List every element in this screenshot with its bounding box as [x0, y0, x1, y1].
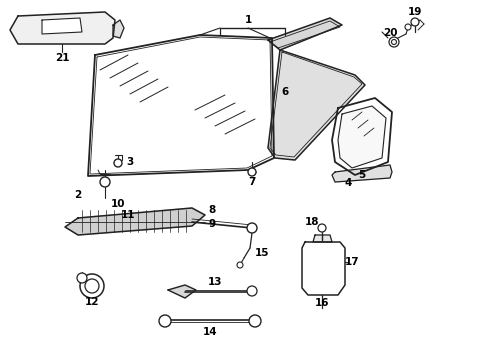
- Polygon shape: [88, 35, 274, 176]
- Circle shape: [389, 37, 399, 47]
- Polygon shape: [65, 208, 205, 235]
- Text: 9: 9: [208, 219, 216, 229]
- Circle shape: [100, 177, 110, 187]
- Text: 6: 6: [281, 87, 289, 97]
- Text: 4: 4: [344, 178, 352, 188]
- Polygon shape: [113, 20, 124, 38]
- Text: 16: 16: [315, 298, 329, 308]
- Polygon shape: [332, 98, 392, 175]
- Circle shape: [237, 262, 243, 268]
- Text: 13: 13: [208, 277, 222, 287]
- Text: 7: 7: [248, 177, 256, 187]
- Text: 5: 5: [358, 170, 366, 180]
- Circle shape: [77, 273, 87, 283]
- Circle shape: [411, 18, 419, 26]
- Circle shape: [85, 279, 99, 293]
- Polygon shape: [268, 18, 342, 50]
- Polygon shape: [332, 165, 392, 182]
- Polygon shape: [302, 242, 345, 295]
- Text: 8: 8: [208, 205, 216, 215]
- Text: 14: 14: [203, 327, 217, 337]
- Circle shape: [392, 40, 396, 45]
- Polygon shape: [168, 285, 196, 298]
- Polygon shape: [10, 12, 115, 44]
- Polygon shape: [338, 106, 386, 168]
- Text: 12: 12: [85, 297, 99, 307]
- Text: 20: 20: [383, 28, 397, 38]
- Circle shape: [247, 286, 257, 296]
- Circle shape: [249, 315, 261, 327]
- Text: 2: 2: [74, 190, 82, 200]
- Text: 1: 1: [245, 15, 252, 25]
- Text: 15: 15: [255, 248, 269, 258]
- Polygon shape: [268, 50, 365, 160]
- Text: 11: 11: [121, 210, 135, 220]
- Circle shape: [405, 24, 411, 30]
- Circle shape: [318, 224, 326, 232]
- Circle shape: [248, 168, 256, 176]
- Text: 19: 19: [408, 7, 422, 17]
- Circle shape: [80, 274, 104, 298]
- Text: 18: 18: [305, 217, 319, 227]
- Polygon shape: [42, 18, 82, 34]
- Text: 10: 10: [111, 199, 125, 209]
- Text: 17: 17: [344, 257, 359, 267]
- Circle shape: [159, 315, 171, 327]
- Text: 21: 21: [55, 53, 69, 63]
- Polygon shape: [313, 235, 332, 242]
- Circle shape: [114, 159, 122, 167]
- Circle shape: [247, 223, 257, 233]
- Text: 3: 3: [126, 157, 134, 167]
